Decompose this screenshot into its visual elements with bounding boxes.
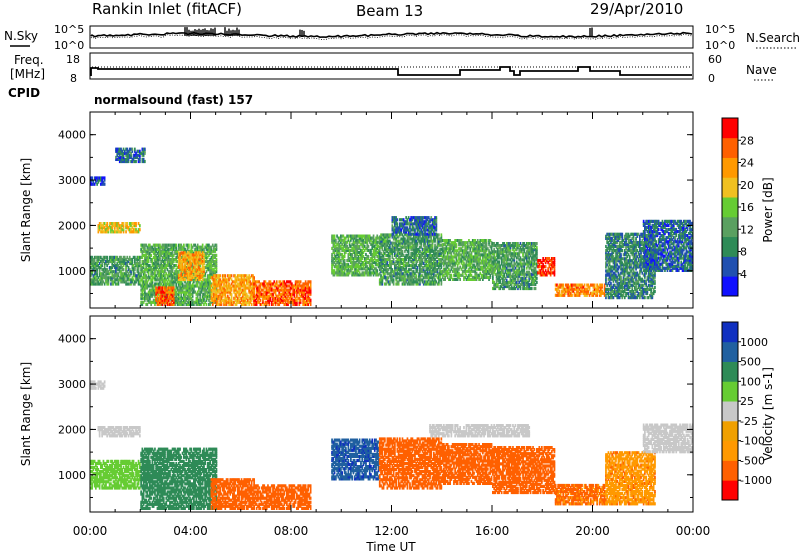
noise-panel: N.Sky 10^5 10^0 10^5 10^0 N.Search — [4, 23, 800, 52]
echo-cell-0-2505 — [231, 274, 233, 277]
echo-cell-0-3007 — [300, 299, 302, 302]
echo-cell-0-1543 — [188, 244, 190, 247]
echo-cell-0-1776 — [202, 244, 204, 247]
echo-cell-0-554 — [104, 176, 106, 179]
echo-cell-0-2302 — [202, 278, 204, 281]
echo-cell-0-4513 — [438, 233, 440, 236]
echo-cell-0-2852 — [276, 280, 278, 283]
cpid-value: normalsound (fast) 157 — [94, 93, 253, 107]
echo-cell-0-527 — [91, 176, 93, 179]
echo-cell-0-432 — [106, 222, 108, 225]
freq-left-tick-bottom: 8 — [70, 72, 77, 85]
echo-cell-0-3132 — [334, 235, 336, 238]
freq-left-tick-top: 18 — [66, 53, 80, 66]
echo-cell-0-862 — [150, 254, 152, 257]
echo-cell-0-3243 — [344, 259, 346, 262]
echo-cell-0-1452 — [183, 244, 185, 247]
echo-cell-0-638 — [135, 160, 137, 163]
echo-cell-0-2112 — [173, 286, 175, 289]
echo-cell-0-637 — [134, 148, 136, 151]
echo-cell-0-2109 — [173, 297, 175, 300]
echo-cell-0-4164 — [415, 274, 417, 277]
echo-cell-0-520 — [139, 228, 141, 231]
echo-cell-0-628 — [132, 148, 134, 151]
echo-cell-0-3841 — [393, 258, 395, 261]
echo-cell-0-3516 — [368, 255, 370, 258]
freq-right-tick-top: 60 — [708, 53, 722, 66]
freq-label-line1: Freq. — [14, 53, 44, 67]
echo-cell-0-2111 — [173, 291, 175, 294]
date-title: 29/Apr/2010 — [590, 0, 683, 18]
echo-cell-0-4744 — [459, 278, 461, 281]
echo-cell-0-2743 — [260, 299, 262, 302]
echo-cell-0-3578 — [373, 235, 375, 238]
echo-cell-0-1324 — [175, 244, 177, 247]
echo-cell-0-1814 — [206, 303, 208, 306]
echo-cell-0-2405 — [219, 274, 221, 277]
echo-cell-0-4650 — [451, 274, 453, 277]
freq-label-line2: [MHz] — [10, 67, 45, 81]
echo-cell-0-668 — [144, 160, 146, 163]
echo-cell-0-3518 — [368, 245, 370, 248]
freq-right-tick-bottom: 0 — [708, 72, 715, 85]
echo-cell-0-2500 — [231, 293, 233, 296]
echo-cell-0-2318 — [203, 257, 205, 260]
echo-cell-0-2315 — [203, 266, 205, 269]
echo-cell-0-521 — [139, 224, 141, 227]
echo-cell-0-2007 — [216, 254, 218, 257]
echo-cell-0-2006 — [216, 258, 218, 261]
echo-cell-0-3078 — [310, 299, 312, 302]
noise-right-tick-bottom: 10^0 — [705, 39, 735, 52]
echo-cell-0-4548 — [441, 233, 443, 236]
echo-cell-0-2696 — [253, 276, 255, 279]
echo-cell-0-515 — [135, 222, 137, 225]
echo-cell-0-671 — [144, 148, 146, 151]
echo-cell-0-273 — [123, 268, 125, 271]
cpid-label: CPID — [8, 86, 40, 100]
echo-cell-0-2664 — [251, 303, 253, 306]
echo-cell-0-3608 — [376, 269, 378, 272]
echo-cell-0-2162 — [184, 278, 186, 281]
echo-cell-0-483 — [123, 222, 125, 225]
echo-cell-0-3835 — [393, 278, 395, 281]
nave-label: Nave — [746, 63, 777, 77]
echo-cell-0-490 — [126, 222, 128, 225]
frequency-line — [91, 67, 692, 76]
station-title: Rankin Inlet (fitACF) — [92, 0, 242, 18]
echo-cell-0-3968 — [402, 250, 404, 253]
echo-cell-0-3143 — [335, 239, 337, 242]
echo-cell-0-4717 — [456, 243, 458, 246]
echo-cell-0-2010 — [216, 244, 218, 247]
frequency-panel: Freq. [MHz] 18 8 60 0 Nave CPID normalso… — [8, 53, 777, 107]
noise-left-tick-top: 10^5 — [54, 23, 84, 36]
power-echo-cells — [90, 148, 693, 306]
echo-cell-0-3085 — [310, 280, 312, 283]
echo-cell-0-552 — [104, 183, 106, 186]
echo-cell-0-2319 — [203, 253, 205, 256]
echo-cell-0-2452 — [224, 274, 226, 277]
echo-cell-0-484 — [125, 230, 127, 233]
echo-cell-0-147 — [106, 256, 108, 259]
echo-cell-0-3012 — [300, 280, 302, 283]
noise-left-tick-bottom: 10^0 — [54, 39, 84, 52]
noise-right-tick-top: 10^5 — [705, 23, 735, 36]
beam-title: Beam 13 — [356, 2, 423, 20]
noise-search-label: N.Search — [746, 31, 800, 45]
noise-sky-line — [91, 33, 692, 38]
noise-sky-label: N.Sky — [4, 29, 38, 43]
